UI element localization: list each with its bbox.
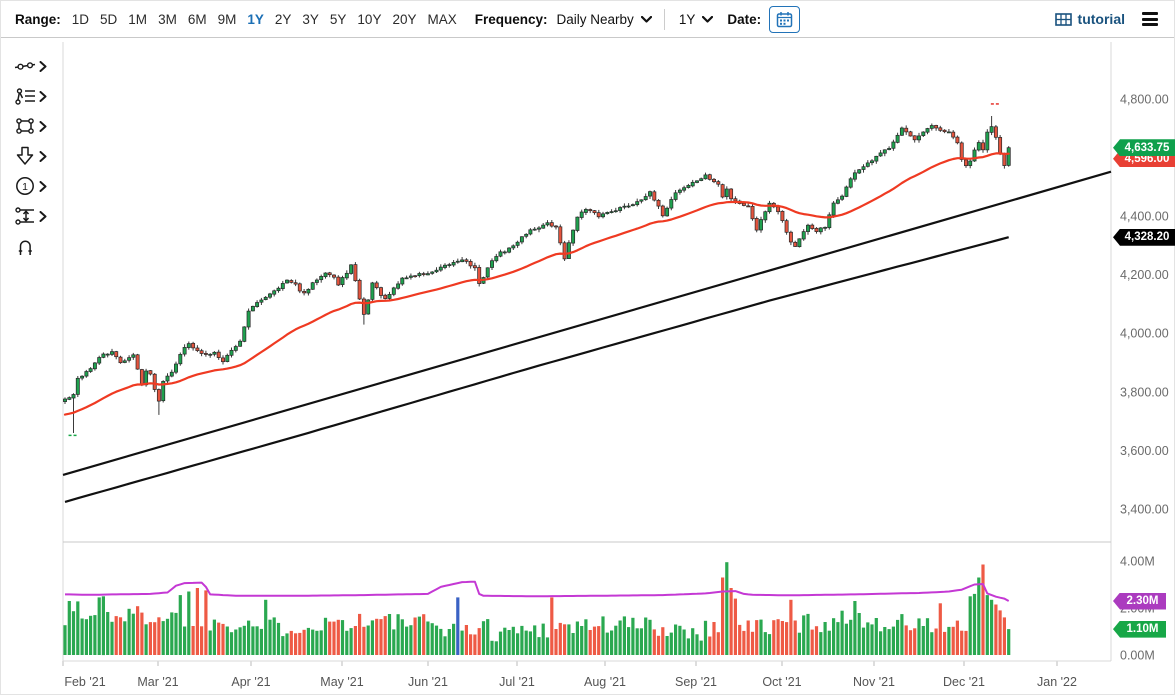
open-interest-badge: 2.30M — [1113, 592, 1166, 610]
drawing-tools-sidebar: 1 — [14, 55, 47, 257]
svg-text:0.00M: 0.00M — [1120, 648, 1155, 662]
submenu-chevron-icon — [39, 210, 47, 222]
down-arrow-icon — [16, 146, 34, 165]
toolbar-divider — [663, 8, 665, 30]
svg-text:3,600.00: 3,600.00 — [1120, 444, 1169, 458]
svg-text:3,800.00: 3,800.00 — [1120, 385, 1169, 399]
range-option-2y[interactable]: 2Y — [274, 11, 292, 27]
volume-badge: 1.10M — [1113, 620, 1166, 638]
magnet-snap-tool-button[interactable] — [14, 235, 47, 257]
magnet-snap-icon — [18, 240, 32, 255]
range-option-1y[interactable]: 1Y — [247, 11, 264, 27]
annotation-list-icon — [15, 88, 35, 105]
svg-text:Dec '21: Dec '21 — [943, 675, 985, 689]
period-dropdown[interactable]: 1Y — [679, 12, 714, 27]
trendline-tool-button[interactable] — [14, 55, 47, 77]
date-label: Date: — [727, 11, 762, 27]
range-option-20y[interactable]: 20Y — [392, 11, 417, 27]
volume-layer — [63, 562, 1011, 656]
chevron-down-icon — [702, 15, 714, 23]
svg-text:4,000.00: 4,000.00 — [1120, 327, 1169, 341]
svg-text:4,800.00: 4,800.00 — [1120, 92, 1169, 106]
submenu-chevron-icon — [39, 60, 47, 72]
svg-text:Feb '21: Feb '21 — [64, 675, 105, 689]
range-option-5y[interactable]: 5Y — [329, 11, 347, 27]
svg-text:May '21: May '21 — [320, 675, 363, 689]
range-option-1m[interactable]: 1M — [128, 11, 148, 27]
svg-text:4,200.00: 4,200.00 — [1120, 268, 1169, 282]
numbered-label-tool-button[interactable]: 1 — [14, 175, 47, 197]
svg-text:Nov '21: Nov '21 — [853, 675, 895, 689]
period-value: 1Y — [678, 11, 696, 27]
chevron-down-icon — [640, 15, 652, 23]
menu-button[interactable] — [1140, 10, 1160, 28]
svg-text:Jul '21: Jul '21 — [499, 675, 535, 689]
frequency-dropdown[interactable]: Daily Nearby — [557, 12, 652, 27]
svg-text:Aug '21: Aug '21 — [584, 675, 626, 689]
price-range-icon — [15, 207, 34, 225]
rectangle-shape-icon — [16, 118, 34, 134]
range-option-3y[interactable]: 3Y — [302, 11, 319, 27]
date-picker-button[interactable] — [769, 5, 801, 33]
range-option-1d[interactable]: 1D — [71, 11, 90, 27]
submenu-chevron-icon — [39, 180, 47, 192]
range-option-9m[interactable]: 9M — [217, 11, 237, 27]
range-option-10y[interactable]: 10Y — [357, 11, 382, 27]
numbered-label-icon: 1 — [16, 177, 34, 195]
candles-layer — [63, 116, 1011, 433]
tutorial-link[interactable]: tutorial — [1054, 11, 1125, 27]
hamburger-icon — [1142, 12, 1158, 15]
calendar-icon — [776, 11, 793, 27]
black-ma-badge: 4,328.20 — [1113, 228, 1175, 246]
svg-text:4.00M: 4.00M — [1120, 554, 1155, 568]
submenu-chevron-icon — [39, 90, 47, 102]
price-range-tool-button[interactable] — [14, 205, 47, 227]
chart-plot-area[interactable]: 4,800.004,600.004,400.004,200.004,000.00… — [1, 38, 1175, 696]
submenu-chevron-icon — [39, 150, 47, 162]
range-option-3m[interactable]: 3M — [158, 11, 177, 27]
range-label: Range: — [15, 11, 61, 27]
annotation-list-tool-button[interactable] — [14, 85, 47, 107]
range-option-6m[interactable]: 6M — [187, 11, 207, 27]
svg-text:Apr '21: Apr '21 — [231, 675, 270, 689]
svg-text:Jun '21: Jun '21 — [408, 675, 448, 689]
chart-toolbar: Range: 1D 5D 1M 3M 6M 9M 1Y 2Y 3Y 5Y 10Y 20Y MAX Fre… — [1, 1, 1174, 38]
submenu-chevron-icon — [39, 120, 47, 132]
svg-text:Jan '22: Jan '22 — [1037, 675, 1077, 689]
range-option-max[interactable]: MAX — [427, 11, 457, 27]
trendline-icon — [14, 62, 36, 70]
svg-text:4,400.00: 4,400.00 — [1120, 210, 1169, 224]
film-icon — [1054, 12, 1072, 26]
frequency-label: Frequency: — [474, 11, 548, 27]
svg-text:Sep '21: Sep '21 — [675, 675, 717, 689]
range-selector: 1D 5D 1M 3M 6M 9M 1Y 2Y 3Y 5Y 10Y 20Y MAX — [61, 12, 457, 27]
svg-text:Oct '21: Oct '21 — [762, 675, 801, 689]
svg-text:Mar '21: Mar '21 — [137, 675, 178, 689]
frequency-value: Daily Nearby — [556, 11, 634, 27]
svg-text:1: 1 — [22, 181, 28, 193]
down-arrow-tool-button[interactable] — [14, 145, 47, 167]
rectangle-shape-tool-button[interactable] — [14, 115, 47, 137]
tutorial-label: tutorial — [1077, 11, 1125, 27]
last-price-badge: 4,633.75 — [1113, 139, 1175, 157]
svg-text:3,400.00: 3,400.00 — [1120, 503, 1169, 517]
range-option-5d[interactable]: 5D — [100, 11, 118, 27]
